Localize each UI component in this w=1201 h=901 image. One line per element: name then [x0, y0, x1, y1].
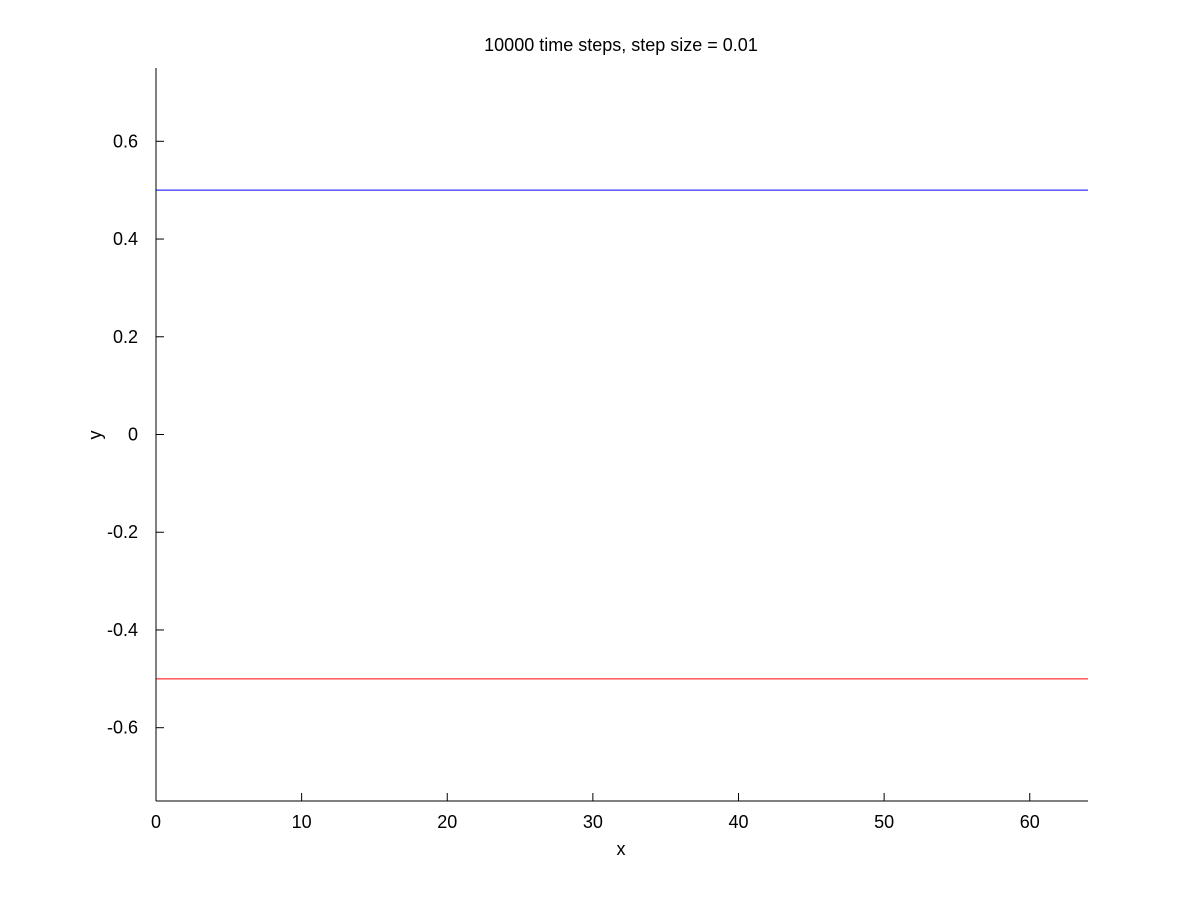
x-tick-label: 40 [728, 812, 748, 832]
y-axis-label: y [85, 431, 105, 440]
y-tick-label: -0.2 [107, 522, 138, 542]
y-tick-label: 0.2 [113, 327, 138, 347]
x-axis-label: x [617, 839, 626, 859]
y-tick-label: 0.4 [113, 229, 138, 249]
series-layer [156, 189, 1088, 680]
y-tick-label: -0.6 [107, 718, 138, 738]
y-tick-label: -0.4 [107, 620, 138, 640]
x-axis-ticks: 0 10 20 30 40 50 60 [151, 793, 1040, 832]
y-tick-label: 0 [128, 425, 138, 445]
y-tick-label: 0.6 [113, 131, 138, 151]
y-axis-ticks: -0.6 -0.4 -0.2 0 0.2 0.4 0.6 [107, 131, 164, 738]
chart-title: 10000 time steps, step size = 0.01 [484, 35, 758, 55]
x-tick-label: 60 [1020, 812, 1040, 832]
x-tick-label: 50 [874, 812, 894, 832]
x-tick-label: 20 [437, 812, 457, 832]
x-tick-label: 30 [583, 812, 603, 832]
x-tick-label: 0 [151, 812, 161, 832]
x-tick-label: 10 [292, 812, 312, 832]
